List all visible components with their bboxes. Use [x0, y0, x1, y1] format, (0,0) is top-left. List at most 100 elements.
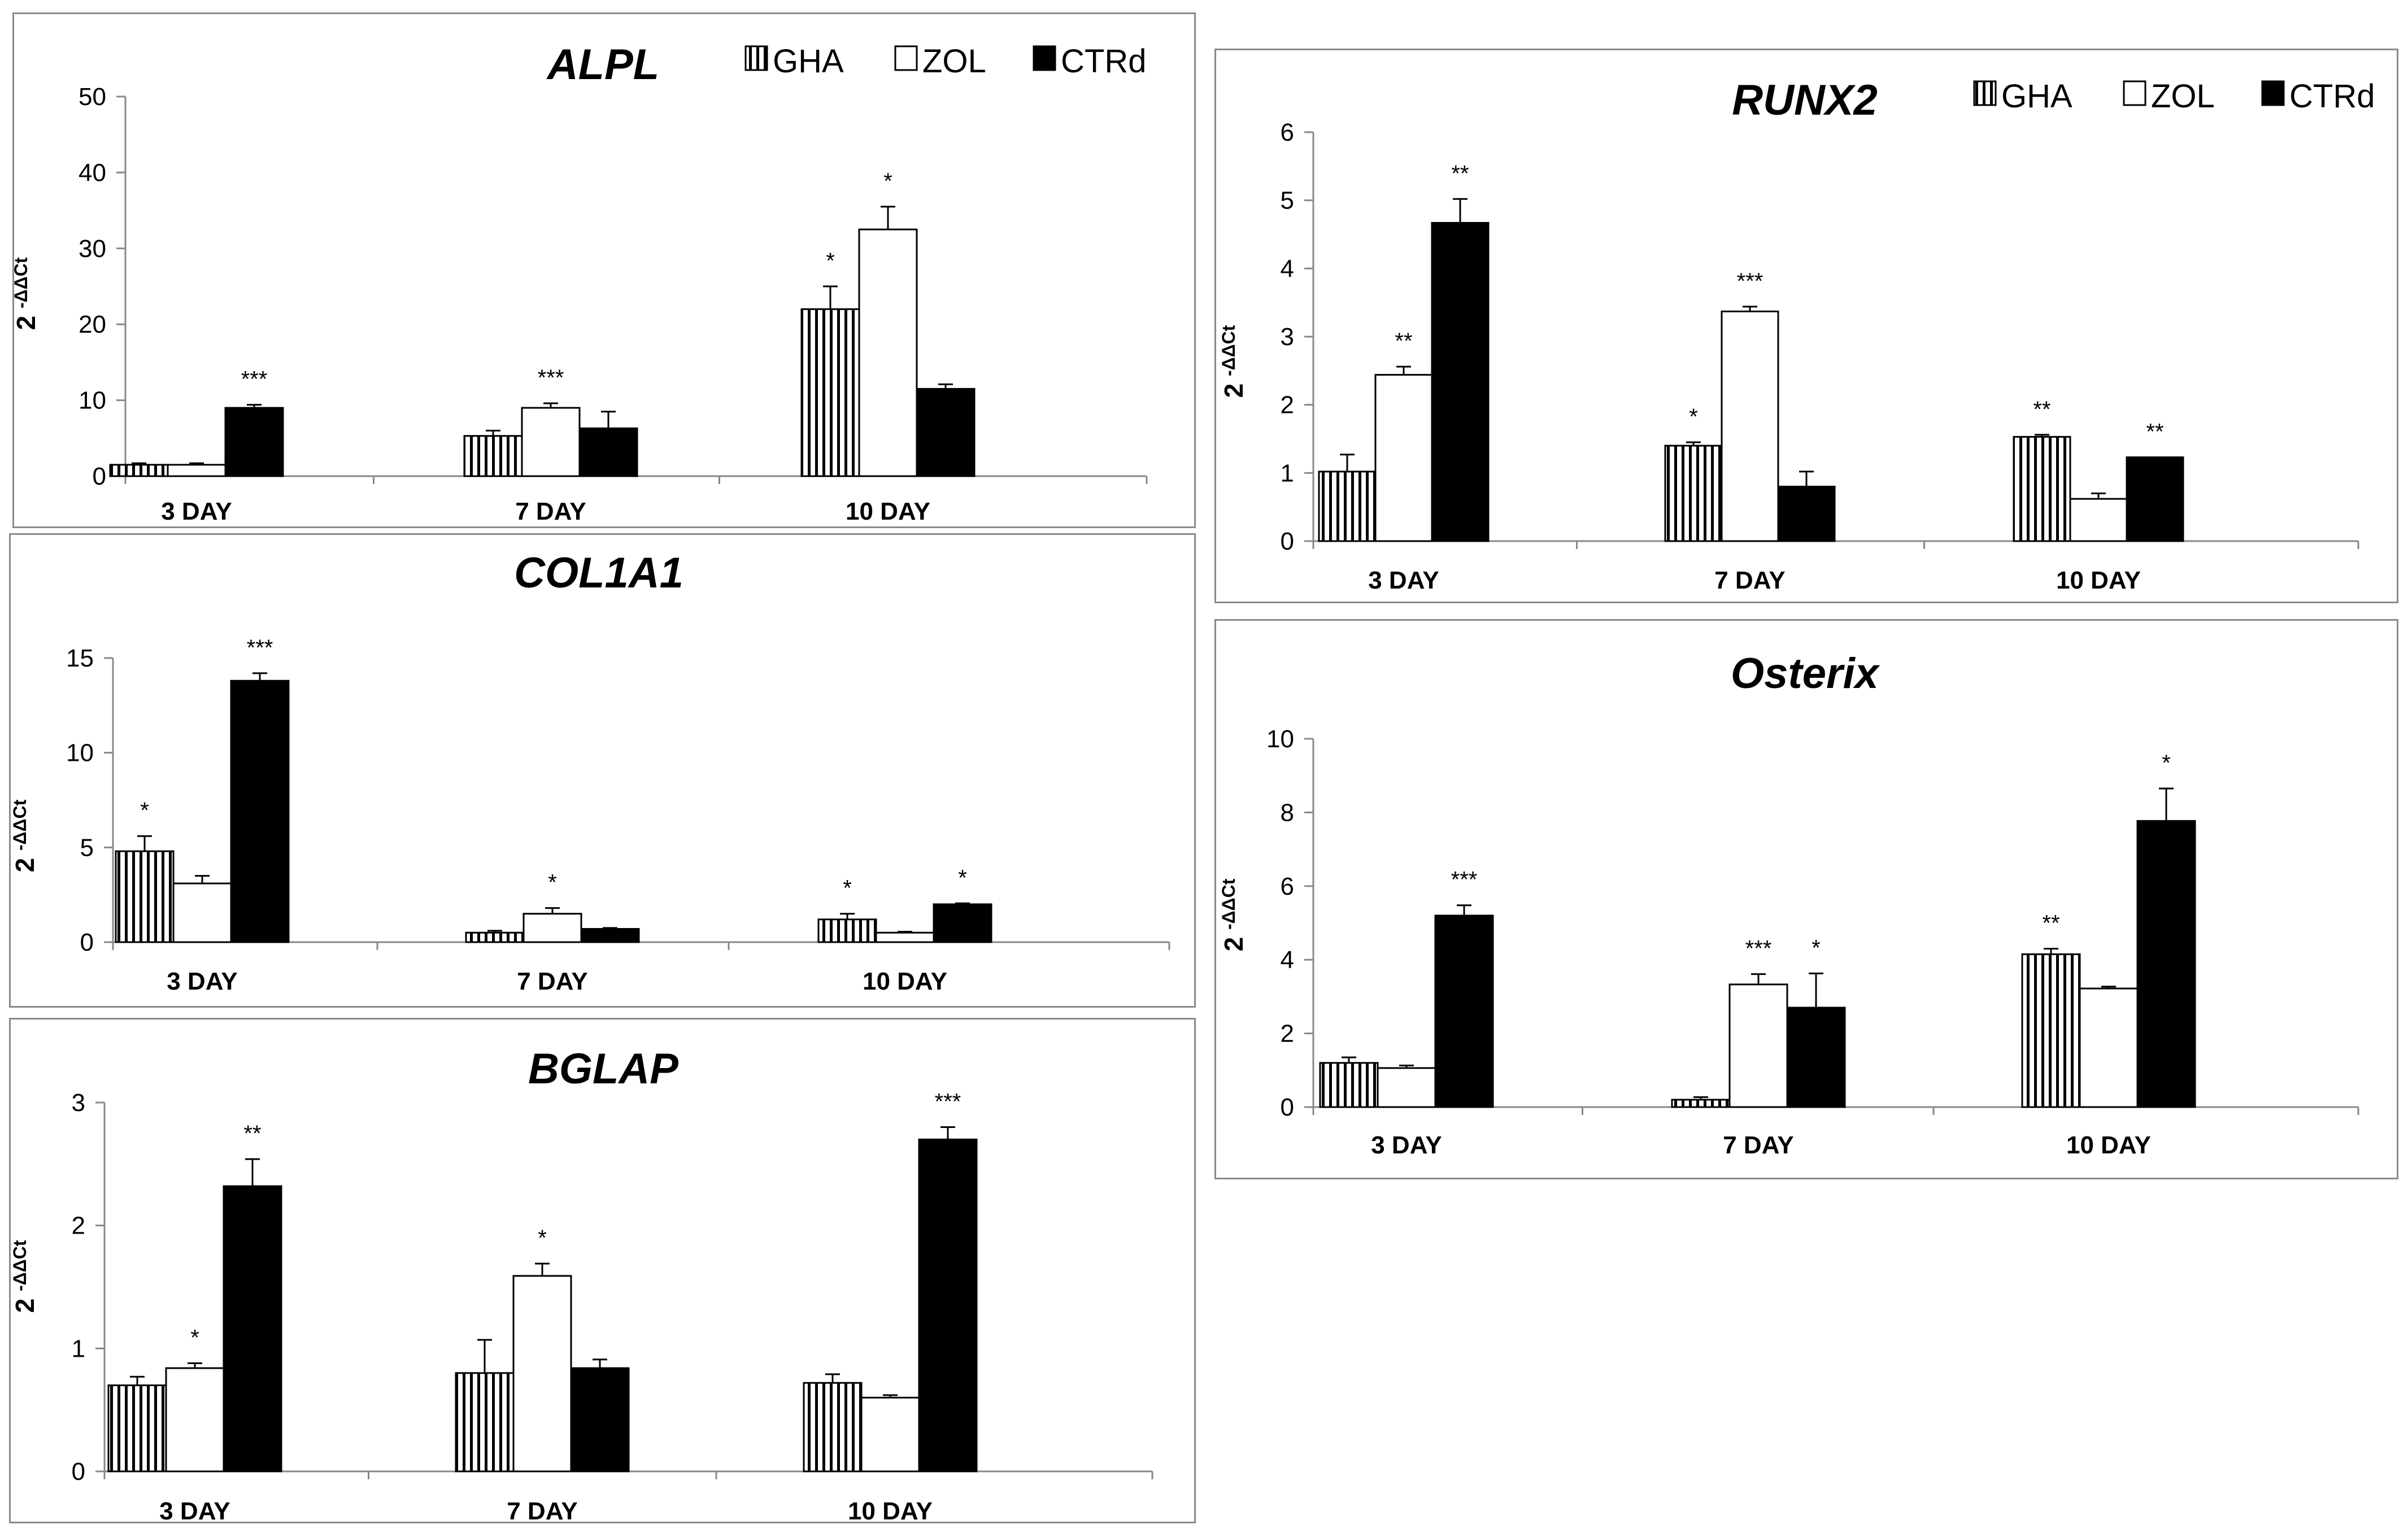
- bar-ctrd-2: [1777, 485, 1836, 542]
- significance-marker: *: [190, 1325, 199, 1350]
- bar-zol-3: [875, 931, 935, 943]
- bar-zol-2: [512, 1275, 572, 1473]
- x-category-label: 3 DAY: [159, 1497, 230, 1525]
- bar-gha-3: [2021, 953, 2081, 1108]
- legend-swatch-gha: [744, 45, 768, 71]
- bar-gha-2: [463, 435, 523, 477]
- y-axis-label: 2 -ΔΔCt: [1218, 325, 1248, 398]
- significance-marker: *: [538, 1226, 547, 1251]
- legend-label-gha: GHA: [773, 43, 844, 80]
- bar-ctrd-2: [580, 928, 640, 943]
- x-category-label: 3 DAY: [1371, 1131, 1442, 1159]
- legend-swatch-ctrd: [1033, 45, 1056, 71]
- significance-marker: **: [1451, 161, 1469, 186]
- y-axis-label-base: 2: [11, 308, 41, 330]
- y-tick-label: 0: [80, 929, 94, 956]
- x-category-label: 10 DAY: [863, 968, 947, 995]
- significance-marker: **: [2033, 397, 2050, 422]
- significance-marker: **: [2042, 911, 2059, 936]
- significance-marker: ***: [241, 367, 268, 392]
- bar-zol-2: [1721, 310, 1779, 542]
- significance-marker: *: [826, 249, 835, 273]
- y-tick-label: 1: [72, 1335, 85, 1362]
- x-category-label: 7 DAY: [1723, 1131, 1794, 1159]
- bar-ctrd-1: [1434, 914, 1494, 1108]
- bar-ctrd-3: [918, 1138, 978, 1473]
- y-tick-label: 6: [1281, 119, 1294, 146]
- y-tick-label: 20: [79, 311, 106, 338]
- bar-zol-1: [1377, 1067, 1436, 1108]
- legend-label-gha: GHA: [2001, 78, 2072, 115]
- y-tick-label: 2: [72, 1212, 85, 1240]
- y-tick-label: 0: [72, 1458, 85, 1486]
- y-tick-label: 3: [72, 1089, 85, 1117]
- bar-gha-1: [115, 850, 175, 943]
- y-axis-label: 2 -ΔΔCt: [11, 257, 41, 330]
- bar-gha-2: [465, 931, 525, 943]
- bar-ctrd-1: [230, 679, 290, 943]
- significance-marker: ***: [538, 365, 564, 390]
- legend-swatch-zol: [894, 45, 918, 71]
- bar-ctrd-1: [1431, 221, 1490, 542]
- y-tick-label: 6: [1281, 873, 1294, 900]
- y-tick-label: 2: [1281, 391, 1294, 419]
- significance-marker: *: [548, 870, 557, 895]
- chart-title: BGLAP: [528, 1045, 678, 1093]
- significance-marker: *: [843, 876, 852, 901]
- y-tick-label: 10: [1266, 725, 1294, 753]
- y-tick-label: 5: [80, 834, 94, 861]
- bar-zol-1: [172, 882, 232, 943]
- bar-gha-1: [1318, 471, 1377, 542]
- y-axis-label: 2 -ΔΔCt: [10, 799, 40, 872]
- y-tick-label: 4: [1281, 946, 1294, 974]
- bar-gha-2: [1671, 1099, 1731, 1108]
- y-tick-label: 0: [93, 463, 106, 490]
- y-axis-label-exponent: -ΔΔCt: [1218, 878, 1239, 930]
- bar-zol-3: [858, 228, 918, 477]
- bar-zol-1: [1374, 374, 1433, 542]
- bar-ctrd-3: [933, 903, 992, 943]
- y-tick-label: 1: [1281, 459, 1294, 487]
- x-category-label: 3 DAY: [167, 968, 238, 995]
- bar-gha-3: [800, 308, 860, 477]
- x-category-label: 7 DAY: [517, 968, 588, 995]
- significance-marker: *: [140, 798, 149, 823]
- y-axis-label-exponent: -ΔΔCt: [1218, 325, 1239, 376]
- significance-marker: **: [2146, 420, 2163, 445]
- legend-swatch-zol: [2123, 80, 2146, 106]
- chart-title: RUNX2: [1732, 76, 1878, 124]
- significance-marker: ***: [247, 635, 273, 660]
- significance-marker: *: [883, 169, 892, 194]
- y-tick-label: 5: [1281, 187, 1294, 215]
- y-tick-label: 2: [1281, 1020, 1294, 1048]
- bar-gha-2: [455, 1372, 515, 1473]
- y-axis-label-exponent: -ΔΔCt: [10, 1240, 30, 1291]
- legend-swatch-ctrd: [2261, 80, 2285, 106]
- x-category-label: 7 DAY: [1714, 567, 1786, 594]
- y-tick-label: 10: [79, 387, 106, 415]
- bar-gha-2: [1664, 445, 1723, 542]
- y-tick-label: 10: [66, 739, 94, 767]
- y-axis-label-base: 2: [1219, 930, 1248, 951]
- y-axis-label: 2 -ΔΔCt: [10, 1240, 40, 1313]
- x-category-label: 10 DAY: [2056, 567, 2141, 594]
- x-category-label: 7 DAY: [515, 498, 586, 525]
- bar-zol-3: [2079, 987, 2139, 1108]
- significance-marker: *: [1812, 935, 1821, 960]
- bar-ctrd-2: [1786, 1007, 1846, 1108]
- significance-marker: ***: [1737, 269, 1763, 294]
- y-tick-label: 3: [1281, 323, 1294, 351]
- bar-zol-3: [860, 1396, 920, 1473]
- x-category-label: 10 DAY: [2066, 1131, 2151, 1159]
- bar-ctrd-1: [224, 407, 284, 477]
- significance-marker: ***: [935, 1090, 961, 1114]
- chart-title: COL1A1: [514, 549, 683, 597]
- bar-gha-1: [109, 464, 169, 477]
- bar-gha-1: [1319, 1062, 1379, 1108]
- chart-title: Osterix: [1731, 650, 1880, 698]
- legend-label-zol: ZOL: [922, 43, 986, 80]
- significance-marker: ***: [1745, 936, 1772, 961]
- bar-ctrd-3: [2126, 456, 2184, 542]
